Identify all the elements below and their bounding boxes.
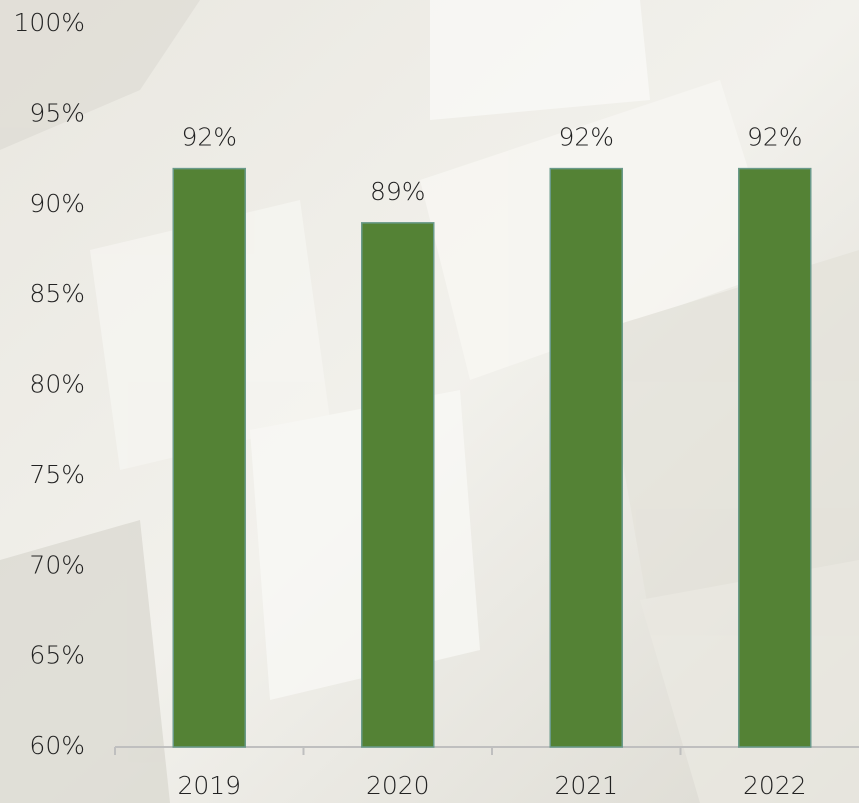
- y-tick-label: 65%: [29, 641, 85, 670]
- y-tick-label: 90%: [29, 189, 85, 218]
- bar: [550, 169, 622, 747]
- y-tick-label: 100%: [14, 8, 85, 37]
- x-tick-label: 2019: [177, 771, 241, 800]
- x-tick-label: 2020: [366, 771, 430, 800]
- bar: [362, 223, 434, 747]
- y-tick-label: 60%: [29, 731, 85, 760]
- data-label: 92%: [558, 123, 614, 152]
- y-tick-label: 70%: [29, 550, 85, 579]
- y-tick-label: 75%: [29, 460, 85, 489]
- x-tick-label: 2021: [554, 771, 618, 800]
- data-label: 92%: [747, 123, 803, 152]
- y-tick-label: 80%: [29, 370, 85, 399]
- data-label: 89%: [370, 177, 426, 206]
- y-tick-label: 85%: [29, 279, 85, 308]
- chart: 60% 65% 70% 75% 80% 85% 90% 95% 100% 2019 92% 2020 8…: [0, 0, 859, 803]
- data-label: 92%: [181, 123, 237, 152]
- x-tick-label: 2022: [743, 771, 807, 800]
- y-tick-label: 95%: [29, 98, 85, 127]
- bar: [739, 169, 811, 747]
- bar: [173, 169, 245, 747]
